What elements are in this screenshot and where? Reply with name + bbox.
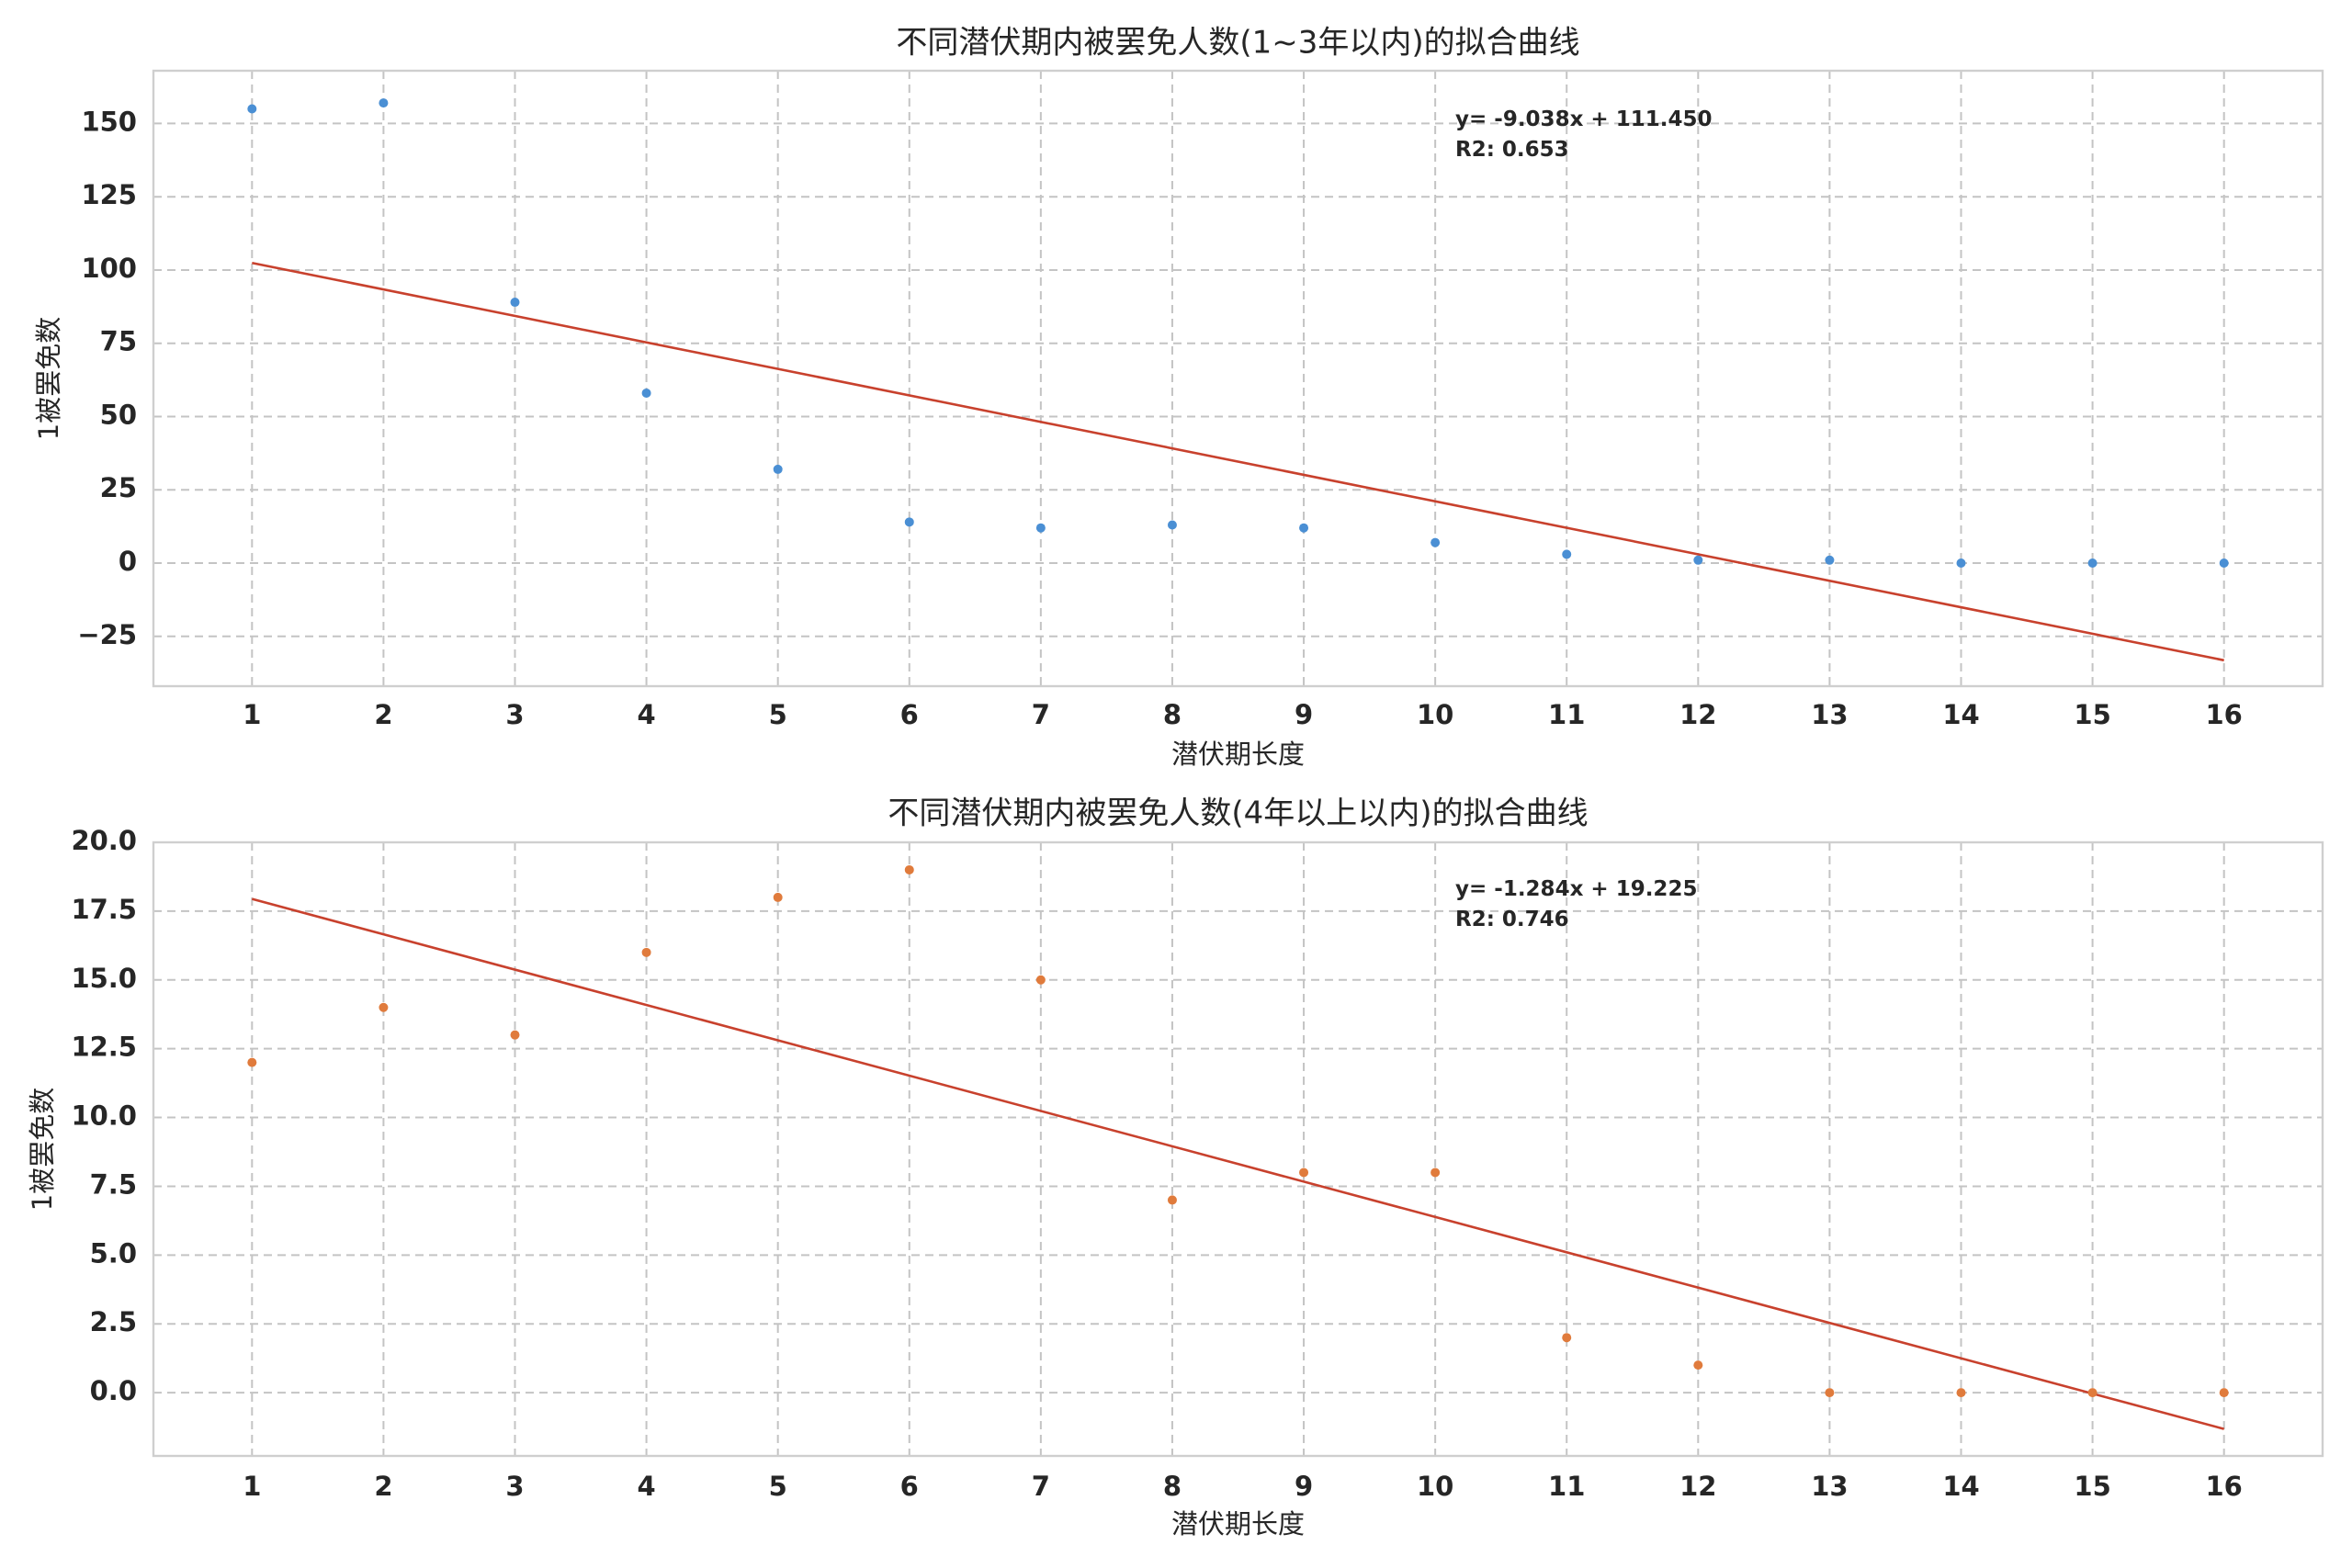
data-point	[1562, 1333, 1572, 1343]
x-tick-label: 13	[1811, 699, 1848, 730]
y-tick-label: 20.0	[71, 825, 137, 856]
data-point	[641, 388, 651, 398]
fit-annotation: R2: 0.653	[1455, 138, 1569, 162]
data-point	[510, 1030, 520, 1040]
x-tick-label: 16	[2206, 699, 2243, 730]
fit-annotation: y= -9.038x + 111.450	[1455, 107, 1712, 131]
data-point	[1562, 549, 1572, 559]
data-point	[247, 1057, 257, 1067]
data-point	[1430, 537, 1441, 547]
data-point	[1956, 558, 1966, 568]
data-point	[1167, 1195, 1177, 1205]
y-tick-label: 50	[100, 399, 137, 430]
y-tick-label: 12.5	[71, 1032, 137, 1063]
y-tick-label: 2.5	[90, 1306, 137, 1337]
x-tick-label: 12	[1679, 1471, 1716, 1502]
x-axis-label: 潜伏期长度	[1171, 1508, 1305, 1540]
y-axis-label: 1被罢免数	[27, 1088, 58, 1211]
x-tick-label: 12	[1679, 699, 1716, 730]
data-point	[1430, 1168, 1441, 1178]
y-tick-label: 100	[81, 253, 137, 284]
y-tick-label: 0	[119, 546, 137, 577]
x-tick-label: 8	[1163, 699, 1182, 730]
x-tick-label: 6	[900, 699, 919, 730]
y-tick-label: 7.5	[90, 1168, 137, 1200]
x-axis-label: 潜伏期长度	[1171, 739, 1305, 770]
x-tick-label: 15	[2074, 699, 2110, 730]
data-point	[2219, 558, 2229, 568]
y-tick-label: 17.5	[71, 894, 137, 925]
y-tick-label: 10.0	[71, 1100, 137, 1132]
fit-line	[251, 897, 2225, 1430]
x-tick-label: 14	[1942, 1471, 1979, 1502]
x-tick-label: 1	[243, 699, 261, 730]
x-tick-label: 5	[769, 1471, 787, 1502]
x-tick-label: 16	[2206, 1471, 2243, 1502]
y-tick-label: −25	[77, 619, 137, 650]
data-point	[1299, 523, 1309, 533]
data-point	[1693, 555, 1703, 565]
data-point	[379, 1002, 389, 1012]
y-tick-label: 75	[100, 326, 137, 357]
data-point	[1825, 555, 1835, 565]
x-tick-label: 1	[243, 1471, 261, 1502]
x-tick-label: 9	[1295, 1471, 1313, 1502]
x-tick-label: 14	[1942, 699, 1979, 730]
x-tick-label: 6	[900, 1471, 919, 1502]
data-point	[1956, 1388, 1966, 1398]
x-tick-label: 7	[1032, 1471, 1050, 1502]
x-tick-label: 9	[1295, 699, 1313, 730]
x-tick-label: 2	[374, 699, 392, 730]
y-axis-label: 1被罢免数	[33, 317, 64, 440]
data-point	[1167, 520, 1177, 530]
x-tick-label: 15	[2074, 1471, 2110, 1502]
chart-title: 不同潜伏期内被罢免人数(4年以上以内)的拟合曲线	[888, 795, 1588, 832]
fit-line	[252, 261, 2224, 662]
x-tick-label: 4	[637, 1471, 655, 1502]
x-tick-label: 11	[1548, 699, 1585, 730]
data-point	[1035, 975, 1046, 985]
data-point	[904, 517, 914, 527]
data-point	[510, 298, 520, 308]
x-tick-label: 5	[769, 699, 787, 730]
data-point	[904, 864, 914, 874]
y-tick-label: 5.0	[90, 1237, 137, 1269]
y-tick-label: 150	[81, 106, 137, 137]
data-point	[1035, 523, 1046, 533]
x-tick-label: 11	[1548, 1471, 1585, 1502]
y-tick-label: 25	[100, 472, 137, 503]
fit-annotation: y= -1.284x + 19.225	[1455, 877, 1697, 901]
data-point	[1693, 1360, 1703, 1371]
fit-annotation: R2: 0.746	[1455, 908, 1569, 931]
y-tick-label: 15.0	[71, 963, 137, 994]
x-tick-label: 2	[374, 1471, 392, 1502]
data-point	[379, 98, 389, 108]
data-point	[247, 104, 257, 114]
data-point	[773, 892, 783, 902]
y-tick-label: 0.0	[90, 1375, 137, 1406]
data-point	[1299, 1168, 1309, 1178]
y-tick-label: 125	[81, 179, 137, 210]
data-point	[2219, 1388, 2229, 1398]
chart-title: 不同潜伏期内被罢免人数(1~3年以内)的拟合曲线	[896, 25, 1579, 62]
x-tick-label: 8	[1163, 1471, 1182, 1502]
data-point	[641, 947, 651, 957]
data-point	[1825, 1388, 1835, 1398]
x-tick-label: 10	[1417, 1471, 1453, 1502]
x-tick-label: 13	[1811, 1471, 1848, 1502]
x-tick-label: 3	[505, 1471, 524, 1502]
x-tick-label: 7	[1032, 699, 1050, 730]
plot-frame	[152, 69, 2324, 688]
plot-frame	[152, 840, 2324, 1458]
data-point	[2087, 558, 2098, 568]
x-tick-label: 3	[505, 699, 524, 730]
data-point	[773, 464, 783, 474]
x-tick-label: 10	[1417, 699, 1453, 730]
x-tick-label: 4	[637, 699, 655, 730]
data-point	[2087, 1388, 2098, 1398]
